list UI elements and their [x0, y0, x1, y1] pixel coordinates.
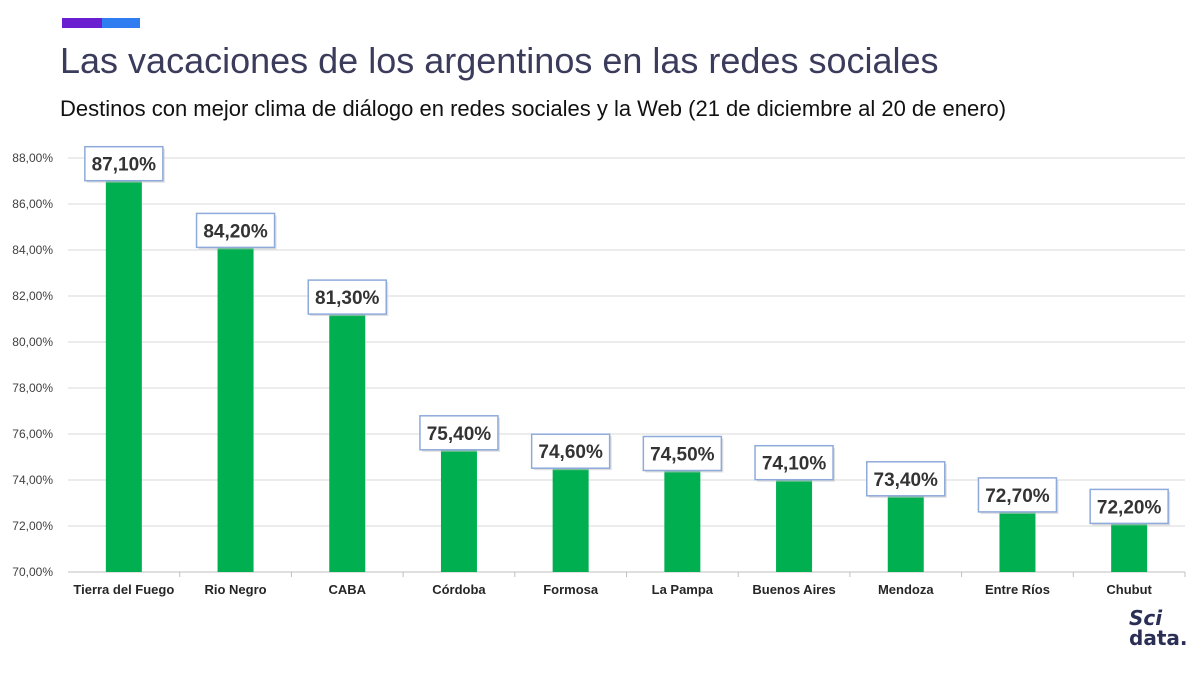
- data-label: 87,10%: [92, 155, 157, 176]
- data-label: 74,10%: [762, 454, 827, 475]
- logo-line-2: data.: [1129, 626, 1188, 650]
- x-tick-label: Entre Ríos: [985, 582, 1050, 597]
- data-label-box: [307, 279, 387, 315]
- data-label-box: [866, 461, 946, 497]
- y-tick-label: 76,00%: [12, 427, 53, 441]
- y-tick-label: 72,00%: [12, 519, 53, 533]
- bar: [329, 312, 366, 572]
- x-tick-label: Buenos Aires: [752, 582, 835, 597]
- scidata-logo: Sci data.: [1129, 608, 1187, 648]
- logo-line-1: Sci: [1129, 606, 1163, 630]
- bar: [1111, 521, 1148, 572]
- x-tick-label: CABA: [328, 582, 366, 597]
- accent-bar-blue: [102, 18, 140, 28]
- x-tick-label: La Pampa: [652, 582, 714, 597]
- x-tick-label: Rio Negro: [204, 582, 266, 597]
- x-tick-label: Formosa: [543, 582, 599, 597]
- y-tick-label: 78,00%: [12, 381, 53, 395]
- bar: [217, 245, 254, 572]
- x-tick-label: Chubut: [1106, 582, 1152, 597]
- bar: [552, 466, 589, 572]
- bar: [440, 447, 477, 572]
- data-label: 72,70%: [985, 486, 1050, 507]
- data-label: 81,30%: [315, 288, 380, 309]
- y-tick-label: 70,00%: [12, 565, 53, 579]
- bar: [999, 509, 1036, 572]
- accent-bar-purple: [62, 18, 102, 28]
- data-label-box: [195, 212, 276, 249]
- data-label: 72,20%: [1097, 497, 1162, 518]
- data-label: 74,50%: [650, 445, 715, 466]
- y-tick-label: 82,00%: [12, 289, 53, 303]
- chart-subtitle: Destinos con mejor clima de diálogo en r…: [60, 96, 1007, 121]
- x-tick-label: Tierra del Fuego: [73, 582, 174, 597]
- bar: [776, 477, 813, 572]
- chart-title: Las vacaciones de los argentinos en las …: [60, 40, 939, 81]
- y-tick-label: 88,00%: [12, 151, 53, 165]
- data-label-box: [84, 145, 164, 182]
- data-label-box: [754, 444, 834, 481]
- data-label: 73,40%: [874, 470, 939, 491]
- y-tick-label: 74,00%: [12, 473, 53, 487]
- y-tick-label: 84,00%: [12, 243, 53, 257]
- data-label-box: [642, 435, 723, 472]
- bar: [105, 178, 142, 572]
- y-tick-label: 80,00%: [12, 335, 53, 349]
- x-tick-label: Mendoza: [878, 582, 934, 597]
- bar: [887, 493, 924, 572]
- y-tick-label: 86,00%: [12, 197, 53, 211]
- data-label-box: [977, 477, 1058, 513]
- x-tick-label: Córdoba: [432, 582, 486, 597]
- data-label: 75,40%: [427, 424, 492, 445]
- data-label-box: [530, 433, 611, 469]
- data-label-box: [419, 415, 499, 451]
- bar: [664, 468, 701, 572]
- data-label: 84,20%: [203, 221, 268, 242]
- data-label: 74,60%: [538, 442, 603, 463]
- data-label-box: [1089, 488, 1169, 525]
